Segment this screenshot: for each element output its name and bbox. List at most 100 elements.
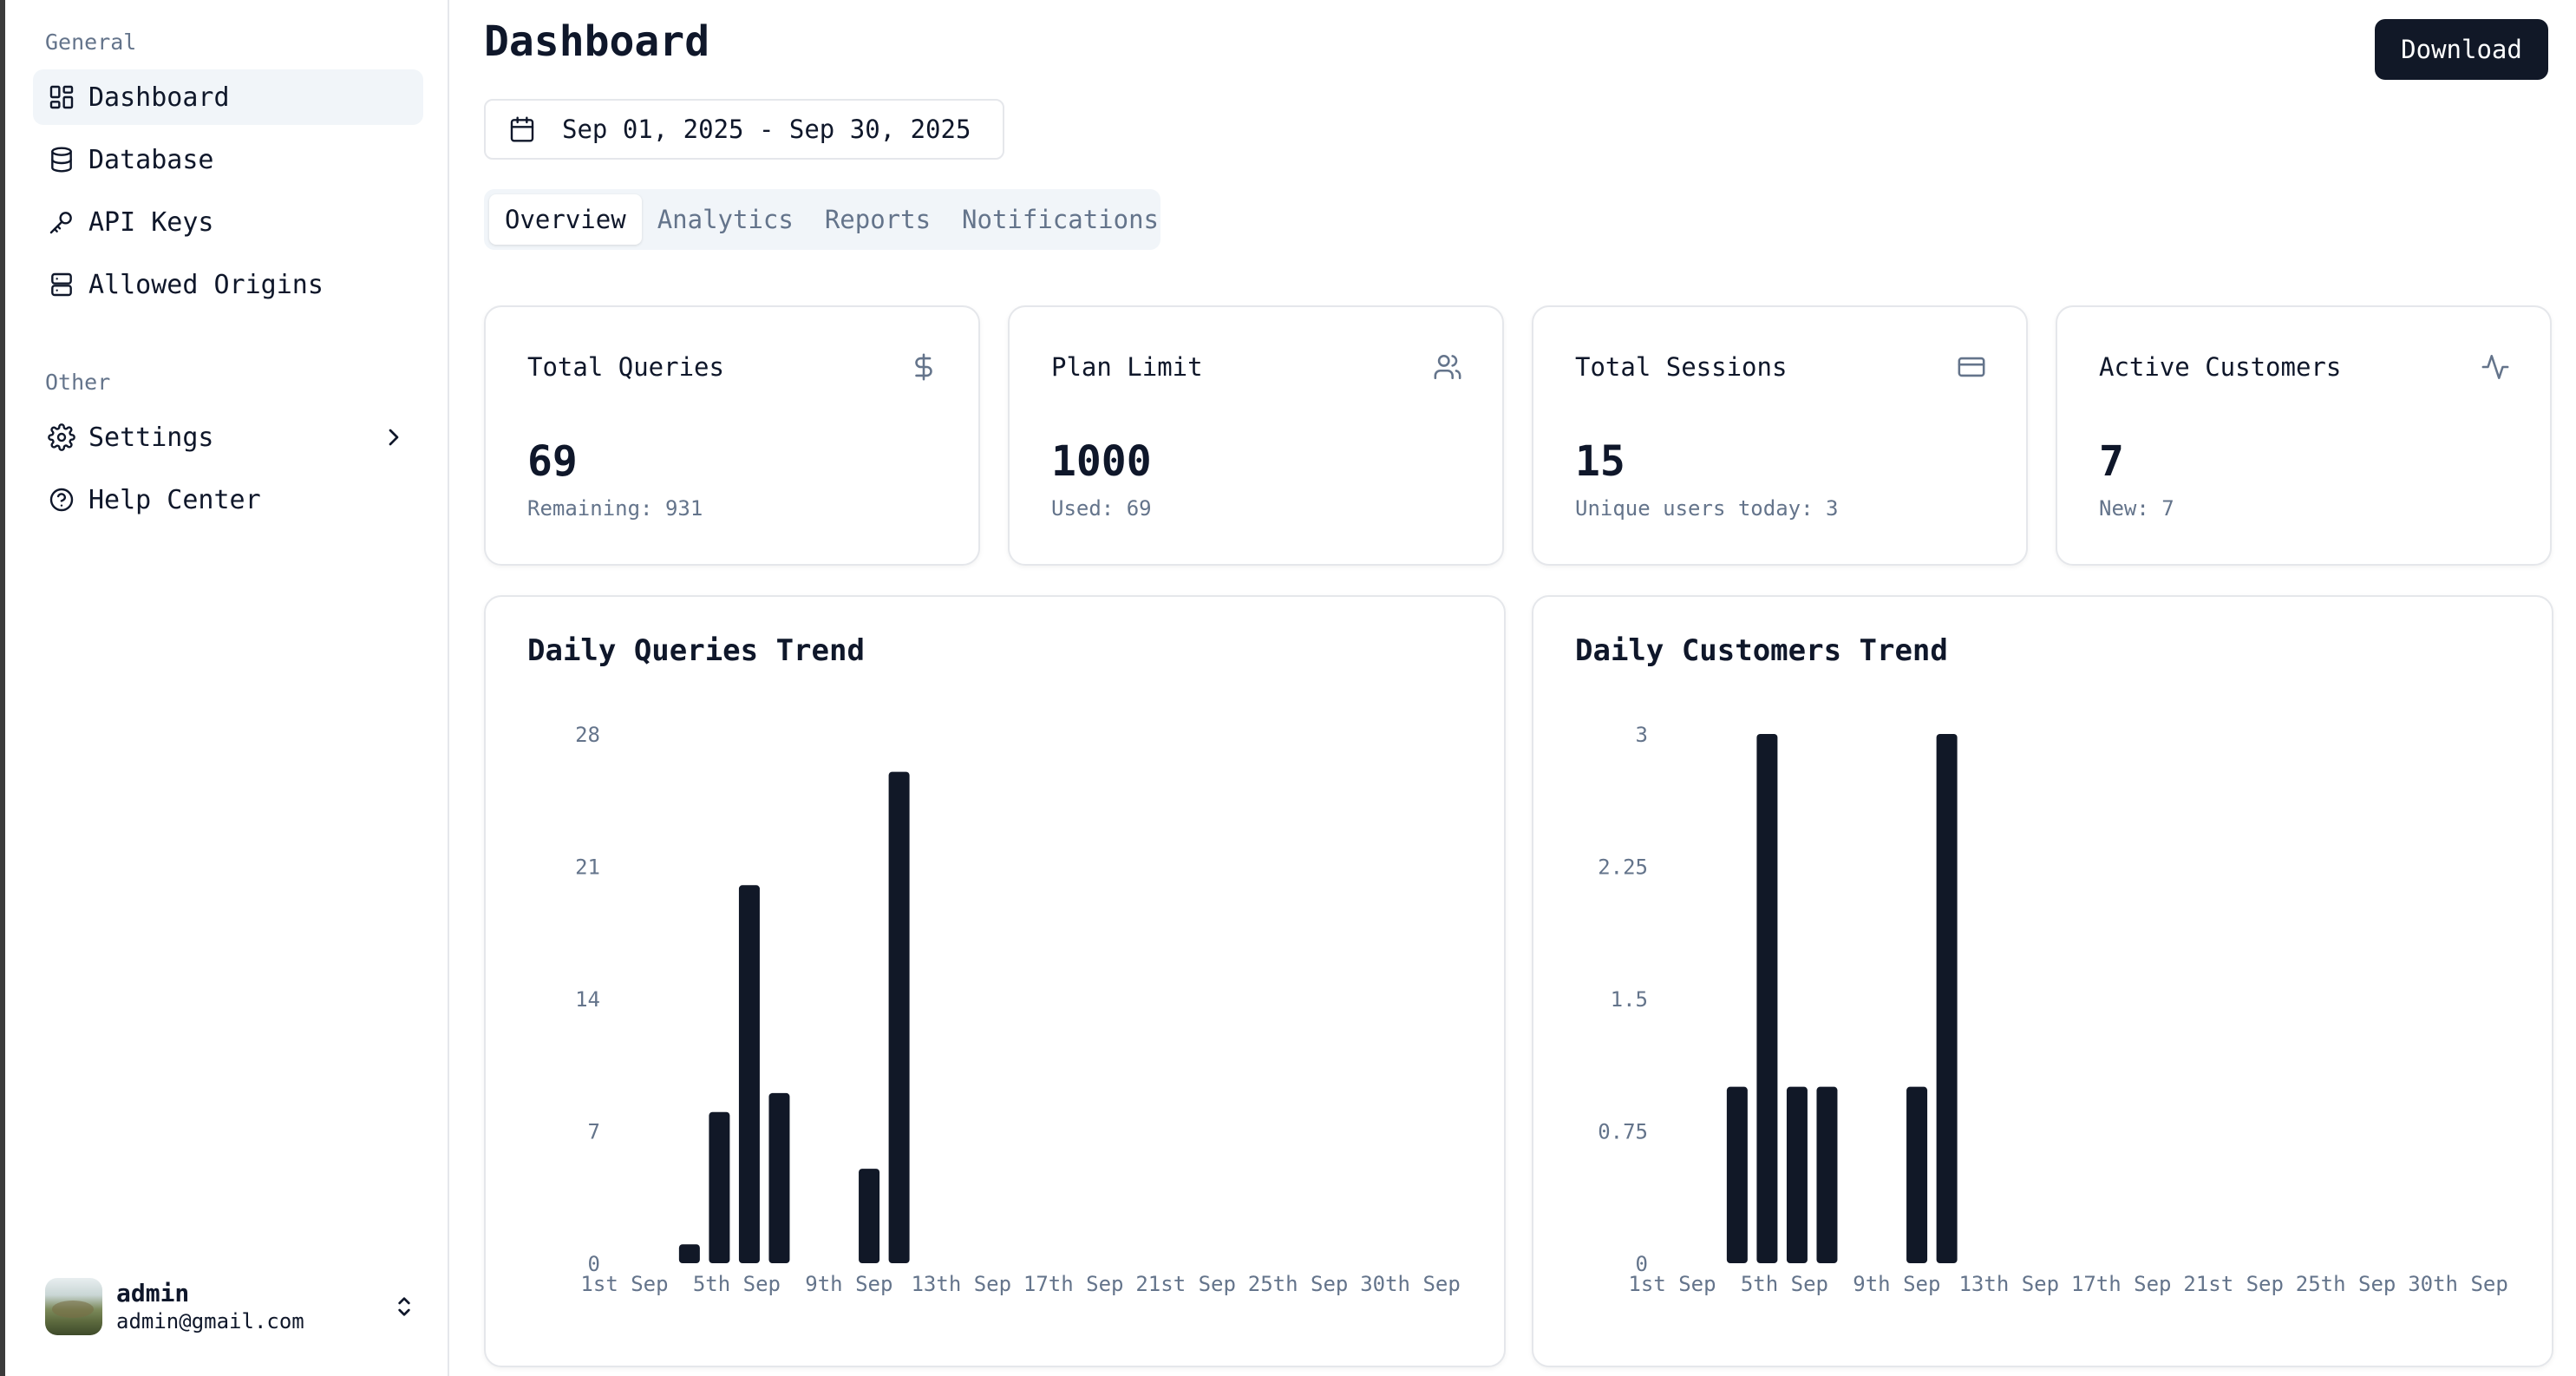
y-tick-label: 1.5 [1611,987,1648,1012]
tab-notifications[interactable]: Notifications [962,205,1160,234]
chart-card-daily-customers: Daily Customers Trend 0 0.75 1.5 2.25 3 1st S… [1532,595,2553,1367]
date-range-value: Sep 01, 2025 - Sep 30, 2025 [562,115,971,144]
bar-7th-sep[interactable] [1816,1086,1838,1263]
bar-10th-sep[interactable] [1906,1086,1928,1263]
page-title: Dashboard [484,17,710,66]
gear-icon [47,423,76,452]
sidebar-item-label: API Keys [88,206,214,238]
tab-list: Overview Analytics Reports Notifications [484,189,1161,250]
stat-subtext: Remaining: 931 [527,496,703,521]
stat-title: Active Customers [2099,352,2342,382]
tab-overview[interactable]: Overview [489,194,642,245]
stat-subtext: Unique users today: 3 [1575,496,1839,521]
avatar [45,1278,102,1335]
sidebar-group-general-label: General [45,29,137,55]
stat-value: 69 [527,437,578,486]
sidebar-item-database[interactable]: Database [33,132,423,187]
sidebar-item-label: Settings [88,422,214,453]
download-button[interactable]: Download [2375,19,2548,80]
y-tick-label: 0 [588,1252,600,1276]
tab-reports[interactable]: Reports [824,205,932,234]
date-range-picker[interactable]: Sep 01, 2025 - Sep 30, 2025 [484,99,1004,160]
dollar-icon [915,353,932,381]
stat-value: 7 [2099,437,2124,486]
sidebar-item-settings[interactable]: Settings [33,410,423,465]
x-tick-label: 9th Sep [805,1272,892,1296]
help-icon [47,485,76,514]
tab-analytics[interactable]: Analytics [657,205,794,234]
bar-11th-sep[interactable] [1936,734,1958,1263]
y-tick-label: 0 [1636,1252,1648,1276]
database-icon [47,145,76,174]
credit-card-icon [1958,357,1985,377]
sidebar-item-label: Help Center [88,484,261,515]
users-icon [1434,354,1461,380]
chart-title: Daily Customers Trend [1575,633,1948,668]
sidebar-item-allowed-origins[interactable]: Allowed Origins [33,257,423,312]
x-tick-label: 21st Sep [1135,1272,1236,1296]
bar-4th-sep[interactable] [678,1244,700,1263]
chart-card-daily-queries: Daily Queries Trend 0 7 14 21 28 1st Sep 5th S… [484,595,1506,1367]
user-menu[interactable]: admin admin@gmail.com [45,1274,418,1340]
x-tick-label: 17th Sep [1023,1272,1124,1296]
bar-5th-sep[interactable] [1756,734,1778,1263]
sidebar-item-api-keys[interactable]: API Keys [33,194,423,250]
server-icon [47,270,76,299]
y-tick-label: 3 [1636,723,1648,747]
x-tick-label: 13th Sep [1958,1272,2059,1296]
stat-subtext: Used: 69 [1051,496,1152,521]
x-tick-label: 5th Sep [1741,1272,1828,1296]
x-tick-label: 5th Sep [693,1272,781,1296]
stat-title: Plan Limit [1051,352,1203,382]
x-tick-label: 1st Sep [1628,1272,1716,1296]
y-tick-label: 2.25 [1598,855,1648,880]
sidebar-item-label: Allowed Origins [88,269,324,300]
x-tick-label: 30th Sep [1360,1272,1461,1296]
stat-value: 1000 [1051,437,1152,486]
dashboard-icon [47,82,76,112]
x-tick-label: 21st Sep [2183,1272,2284,1296]
stat-title: Total Queries [527,352,724,382]
main-content: Dashboard Download Sep 01, 2025 - Sep 30… [449,0,2576,1376]
y-tick-label: 21 [575,855,600,880]
bar-6th-sep[interactable] [738,885,760,1263]
x-tick-label: 25th Sep [1248,1272,1349,1296]
stat-value: 15 [1575,437,1625,486]
daily-queries-chart: 0 7 14 21 28 1st Sep 5th Sep 9th Sep 13th Sep 17t… [575,723,1461,1296]
sidebar-item-label: Database [88,144,214,175]
bar-10th-sep[interactable] [859,1169,880,1263]
y-tick-label: 7 [588,1120,600,1144]
stat-title: Total Sessions [1575,352,1788,382]
chevron-right-icon [389,429,399,446]
chevrons-up-down-icon [398,1297,410,1316]
chart-title: Daily Queries Trend [527,633,865,668]
y-tick-label: 0.75 [1598,1120,1648,1144]
bar-11th-sep[interactable] [888,771,910,1263]
user-email: admin@gmail.com [116,1309,304,1333]
stat-card-total-sessions: Total Sessions 15 Unique users today: 3 [1532,305,2028,566]
x-tick-label: 9th Sep [1853,1272,1940,1296]
sidebar: General Dashboard Database API Keys Allo… [5,0,449,1376]
daily-customers-chart: 0 0.75 1.5 2.25 3 1st Sep 5th Sep 9th Sep 13th S… [1598,723,2508,1296]
sidebar-item-help-center[interactable]: Help Center [33,472,423,527]
key-icon [47,207,76,237]
bar-5th-sep[interactable] [709,1111,730,1263]
bar-4th-sep[interactable] [1726,1086,1748,1263]
y-tick-label: 14 [575,987,600,1012]
sidebar-group-other-label: Other [45,370,111,395]
stat-card-active-customers: Active Customers 7 New: 7 [2056,305,2552,566]
x-tick-label: 25th Sep [2296,1272,2396,1296]
x-tick-label: 30th Sep [2408,1272,2508,1296]
sidebar-item-dashboard[interactable]: Dashboard [33,69,423,125]
stat-card-plan-limit: Plan Limit 1000 Used: 69 [1008,305,1504,566]
stat-subtext: New: 7 [2099,496,2174,521]
sidebar-item-label: Dashboard [88,82,230,113]
calendar-icon [510,116,534,142]
user-name: admin [116,1279,190,1307]
x-tick-label: 17th Sep [2071,1272,2172,1296]
bar-7th-sep[interactable] [768,1092,790,1263]
y-tick-label: 28 [575,723,600,747]
x-tick-label: 13th Sep [911,1272,1011,1296]
bar-6th-sep[interactable] [1786,1086,1808,1263]
